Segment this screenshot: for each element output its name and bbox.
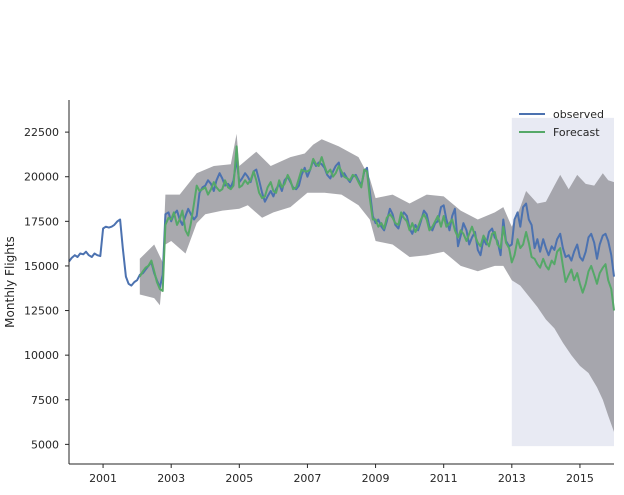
y-tick-label: 17500 <box>24 215 59 228</box>
x-tick-label: 2013 <box>498 472 526 485</box>
x-tick-label: 2009 <box>362 472 390 485</box>
y-axis-label: Monthly Flights <box>3 236 17 328</box>
legend-label-forecast: Forecast <box>553 126 600 139</box>
y-tick-label: 20000 <box>24 171 59 184</box>
x-tick-label: 2011 <box>430 472 458 485</box>
axes <box>68 100 614 465</box>
x-tick-label: 2001 <box>89 472 117 485</box>
x-tick-label: 2005 <box>225 472 253 485</box>
y-tick-label: 15000 <box>24 260 59 273</box>
y-tick-label: 22500 <box>24 126 59 139</box>
x-tick-label: 2007 <box>293 472 321 485</box>
ticks: 5000 7500 10000 12500 15000 17500 20000 22500 20… <box>24 126 594 485</box>
y-tick-label: 12500 <box>24 305 59 318</box>
x-tick-label: 2003 <box>157 472 185 485</box>
series-line-forecast <box>138 145 615 311</box>
x-tick-label: 2015 <box>566 472 594 485</box>
y-tick-label: 7500 <box>31 394 59 407</box>
y-tick-label: 10000 <box>24 349 59 362</box>
confidence-band <box>139 133 615 432</box>
legend: observed Forecast <box>519 108 604 139</box>
legend-label-observed: observed <box>553 108 604 121</box>
plot-area <box>68 117 615 447</box>
y-tick-label: 5000 <box>31 438 59 451</box>
